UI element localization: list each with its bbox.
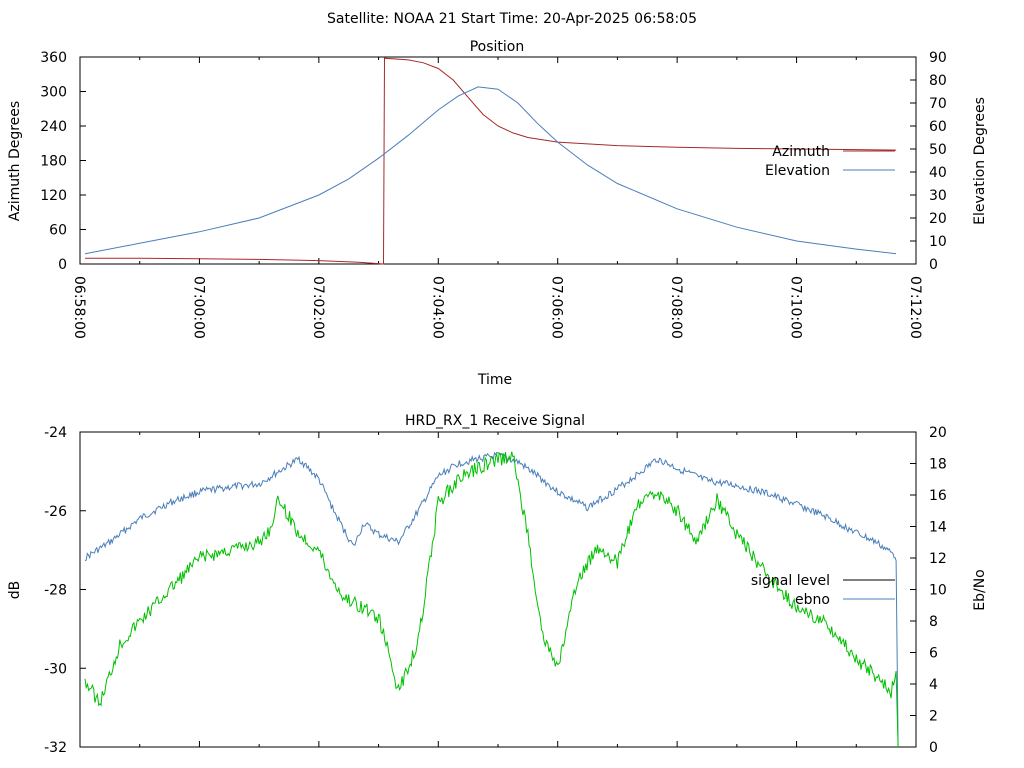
signal-y2-tick-label: 12 bbox=[929, 551, 947, 567]
position-y-tick-label: 300 bbox=[40, 85, 67, 101]
signal-legend: signal level ebno bbox=[751, 573, 895, 608]
position-x-tick-label: 07:08:00 bbox=[668, 276, 684, 339]
signal-x-axis bbox=[79, 432, 917, 747]
signal-y2-tick-label: 14 bbox=[929, 520, 947, 536]
position-x-tick-label: 07:06:00 bbox=[549, 276, 565, 339]
signal-y2-tick-label: 0 bbox=[929, 740, 938, 756]
signal-y-tick-label: -26 bbox=[44, 504, 67, 520]
legend-label-signal-level: signal level bbox=[751, 573, 830, 589]
legend-label-elevation: Elevation bbox=[765, 163, 830, 179]
signal-y2-axis: 0 2 4 6 8 10 12 14 16 18 20 bbox=[910, 425, 947, 756]
signal-y2-tick-label: 18 bbox=[929, 457, 947, 473]
position-x-tick-label: 07:12:00 bbox=[907, 276, 923, 339]
signal-y2-tick-label: 10 bbox=[929, 583, 947, 599]
signal-y-tick-label: -28 bbox=[44, 583, 67, 599]
position-y-axis: 0 60 120 180 240 300 360 bbox=[40, 50, 86, 273]
signal-y-tick-label: -24 bbox=[44, 425, 67, 441]
signal-y2-tick-label: 16 bbox=[929, 488, 947, 504]
signal-y2-tick-label: 8 bbox=[929, 614, 938, 630]
azimuth-line bbox=[85, 57, 897, 265]
position-x-tick-label: 07:10:00 bbox=[788, 276, 804, 339]
position-series bbox=[84, 57, 897, 265]
position-x-axis: 06:58:00 07:00:00 07:02:00 07:04:00 07:06:00… bbox=[71, 57, 923, 339]
position-y2-tick-label: 0 bbox=[929, 257, 938, 273]
position-y2-tick-label: 80 bbox=[929, 73, 947, 89]
position-y-tick-label: 0 bbox=[58, 257, 67, 273]
elevation-line bbox=[84, 86, 897, 255]
signal-y2-tick-label: 20 bbox=[929, 425, 947, 441]
position-y2-tick-label: 50 bbox=[929, 142, 947, 158]
signal-series bbox=[84, 451, 899, 748]
position-legend: Azimuth Elevation bbox=[765, 144, 895, 179]
signal-chart: HRD_RX_1 Receive Signal -32-30-28-26-24 … bbox=[7, 413, 988, 756]
signal-chart-title: HRD_RX_1 Receive Signal bbox=[405, 413, 585, 429]
position-y2-tick-label: 30 bbox=[929, 188, 947, 204]
position-chart-title: Position bbox=[470, 39, 525, 55]
figure-title: Satellite: NOAA 21 Start Time: 20-Apr-20… bbox=[327, 11, 697, 27]
position-y2-axis-label: Elevation Degrees bbox=[972, 97, 988, 225]
signal-y-axis: -32 -30 -28 -26 -24 bbox=[44, 425, 86, 756]
signal-y-tick-label: -32 bbox=[44, 740, 67, 756]
signal-y2-tick-label: 4 bbox=[929, 677, 938, 693]
position-y2-tick-label: 90 bbox=[929, 50, 947, 66]
position-y-axis-label: Azimuth Degrees bbox=[7, 101, 23, 221]
position-x-tick-label: 06:58:00 bbox=[71, 276, 87, 339]
legend-label-azimuth: Azimuth bbox=[772, 144, 830, 160]
position-x-tick-label: 07:04:00 bbox=[429, 276, 445, 339]
position-plot-frame bbox=[79, 56, 917, 265]
signal-y2-tick-label: 2 bbox=[929, 709, 938, 725]
signal-y-tick-label: -30 bbox=[44, 661, 67, 677]
signal-y2-tick-label: 6 bbox=[929, 646, 938, 662]
position-y2-tick-label: 40 bbox=[929, 165, 947, 181]
signal-y-axis-label: dB bbox=[7, 581, 23, 600]
position-y2-tick-label: 10 bbox=[929, 234, 947, 250]
position-y-tick-label: 240 bbox=[40, 119, 67, 135]
ebno-line bbox=[84, 451, 899, 748]
legend-label-ebno: ebno bbox=[795, 592, 830, 608]
signal-y2-axis-label: Eb/No bbox=[972, 569, 988, 611]
signal-level-line bbox=[84, 451, 899, 748]
position-x-tick-label: 07:02:00 bbox=[310, 276, 326, 339]
position-x-tick-label: 07:00:00 bbox=[190, 276, 206, 339]
position-y2-tick-label: 20 bbox=[929, 211, 947, 227]
position-y-tick-label: 60 bbox=[49, 223, 67, 239]
position-y-tick-label: 180 bbox=[40, 154, 67, 170]
position-y2-tick-label: 70 bbox=[929, 96, 947, 112]
position-chart: Position 0 60 120 180 240 300 360 0 10 20 30 40 50 6… bbox=[7, 39, 988, 388]
signal-plot-frame bbox=[79, 431, 917, 748]
position-y2-tick-label: 60 bbox=[929, 119, 947, 135]
position-y-tick-label: 120 bbox=[40, 188, 67, 204]
position-x-axis-label: Time bbox=[477, 372, 512, 388]
position-y2-axis: 0 10 20 30 40 50 60 70 80 90 bbox=[910, 50, 947, 273]
position-y-tick-label: 360 bbox=[40, 50, 67, 66]
